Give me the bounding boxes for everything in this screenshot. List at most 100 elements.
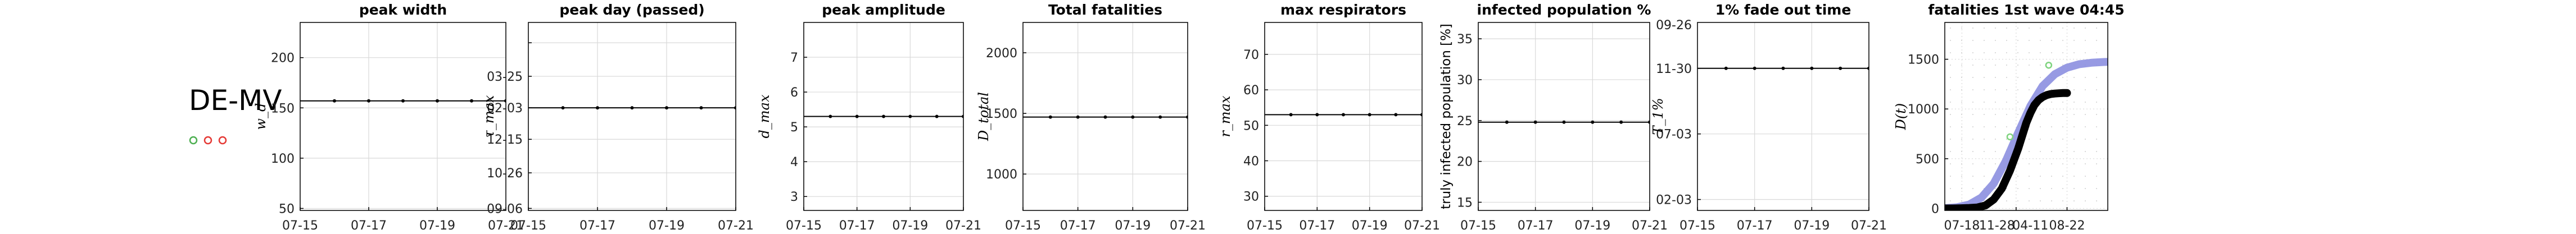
fatalities-first-wave-bg-dot xyxy=(2085,151,2086,152)
fatalities-first-wave-bg-dot xyxy=(2051,126,2052,127)
fatalities-first-wave-frame xyxy=(1944,22,2108,211)
fatalities-first-wave-bg-dot xyxy=(1961,151,1962,152)
peak-day-point xyxy=(561,106,565,110)
fatalities-first-wave-bg-dot xyxy=(2051,114,2052,115)
fatalities-first-wave-ytick-label: 1000 xyxy=(1908,103,1939,117)
fatalities-first-wave-bg-dot xyxy=(2029,163,2030,164)
fatalities-first-wave-bg-dot xyxy=(2029,188,2030,189)
fatalities-first-wave-bg-dot xyxy=(2017,114,2018,115)
peak-amplitude-ylabel: d_max xyxy=(757,94,772,138)
fatalities-first-wave-bg-dot xyxy=(2096,102,2097,103)
fatalities-first-wave-series xyxy=(1945,58,2108,210)
fatalities-first-wave-ytick-label: 500 xyxy=(1916,153,1939,167)
fatalities-first-wave-bg-dot xyxy=(2006,188,2007,189)
region-label: DE-MV xyxy=(189,84,282,117)
fatalities-first-wave-bg-dot xyxy=(1995,163,1996,164)
fatalities-first-wave-xtick-label: 04-11 xyxy=(2012,219,2048,233)
fatalities-first-wave-bg-dot xyxy=(1995,126,1996,127)
fatalities-first-wave-bg-dot xyxy=(1995,151,1996,152)
peak-day-chart: 09-06 10-26 12-15 02-03 03-25 07-15 07-17 07-19… xyxy=(481,2,754,233)
fatalities-first-wave-bg-dot xyxy=(2085,200,2086,201)
peak-day-plot-area xyxy=(528,22,736,210)
fatalities-first-wave-bg-dot xyxy=(1972,102,1973,103)
fatalities-first-wave-bg-dot xyxy=(1961,188,1962,189)
fatalities-first-wave-title: fatalities 1st wave 04:45 xyxy=(1928,2,2124,18)
fatalities-first-wave-bg-dot xyxy=(2006,89,2007,90)
fatalities-first-wave-bg-dot xyxy=(2062,163,2063,164)
fatalities-first-wave-bg-dot xyxy=(1995,89,1996,90)
peak-width-point xyxy=(436,99,439,103)
peak-width-ytick-label: 100 xyxy=(271,152,295,166)
fatalities-first-wave-bg-dot xyxy=(2006,102,2007,103)
fatalities-first-wave-bg-dot xyxy=(2085,176,2086,177)
fatalities-first-wave-bg-dot xyxy=(2029,139,2030,140)
fatalities-first-wave-bg-dot xyxy=(2017,27,2018,29)
peak-amplitude-frame xyxy=(803,22,964,211)
fatalities-first-wave-bg-dot xyxy=(1995,77,1996,78)
peak-day-xtick-label: 07-17 xyxy=(580,219,615,233)
peak-day-series xyxy=(528,106,736,110)
fatalities-first-wave-bg-dot xyxy=(2062,102,2063,103)
fatalities-first-wave-bg-dot xyxy=(2006,200,2007,201)
fatalities-first-wave-bg-dot xyxy=(2040,163,2041,164)
fatalities-first-wave-bg-dot xyxy=(2085,188,2086,189)
fatalities-first-wave-bg-dot xyxy=(2006,40,2007,41)
fatalities-first-wave-bg-dot xyxy=(1961,77,1962,78)
status-dot-red-1 xyxy=(203,136,212,145)
peak-day-xtick-label: 07-21 xyxy=(718,219,754,233)
fatalities-first-wave-bg-dot xyxy=(1972,89,1973,90)
fatalities-first-wave-bg-dot xyxy=(1950,114,1951,115)
fatalities-first-wave-bg-dot xyxy=(2051,163,2052,164)
fatalities-first-wave-bg-dot xyxy=(2051,40,2052,41)
peak-width-ylabel: w_d xyxy=(253,103,269,130)
fatalities-first-wave-bg-dot xyxy=(2017,188,2018,189)
total-fatalities-chart: 1000 1500 2000 07-15 07-17 07-19 07-21 Total fa… xyxy=(976,2,1206,233)
fatalities-first-wave-bg-dot xyxy=(1972,139,1973,140)
fatalities-first-wave-bg-dot xyxy=(2085,77,2086,78)
fatalities-first-wave-bg-dot xyxy=(1984,52,1985,53)
max-respirators-series xyxy=(1265,113,1422,117)
total-fatalities-ylabel: D_total xyxy=(976,92,992,141)
fatalities-first-wave-bg-dot xyxy=(1972,77,1973,78)
fatalities-first-wave-bg-dot xyxy=(1984,77,1985,78)
fatalities-first-wave-bg-dot xyxy=(2096,126,2097,127)
fatalities-first-wave-bg-dot xyxy=(2040,40,2041,41)
peak-amplitude-point xyxy=(829,114,832,118)
fatalities-first-wave-bg-dot xyxy=(2085,126,2086,127)
fatalities-first-wave-bg-dot xyxy=(2085,163,2086,164)
total-fatalities-xtick-label: 07-17 xyxy=(1060,219,1096,233)
peak-width-title: peak width xyxy=(359,2,447,18)
max-respirators-ytick-label: 40 xyxy=(1243,155,1259,169)
infected-population-ytick-label: 20 xyxy=(1457,155,1473,169)
fatalities-first-wave-bg-dot xyxy=(1961,176,1962,177)
fatalities-first-wave-bg-dot xyxy=(2051,176,2052,177)
fatalities-first-wave-bg-dot xyxy=(2029,151,2030,152)
fatalities-first-wave-bg-dot xyxy=(2051,200,2052,201)
peak-width-point xyxy=(333,99,336,103)
total-fatalities-xtick-label: 07-21 xyxy=(1170,219,1206,233)
fatalities-first-wave-xtick-label: 07-18 xyxy=(1944,219,1980,233)
fatalities-first-wave-bg-dot xyxy=(2029,77,2030,78)
fatalities-first-wave-bg-dot xyxy=(2017,176,2018,177)
infected-population-xtick-label: 07-19 xyxy=(1574,219,1610,233)
infected-population-series xyxy=(1478,120,1650,124)
fatalities-first-wave-bg-dot xyxy=(2040,126,2041,127)
fatalities-first-wave-bg-dot xyxy=(2051,188,2052,189)
fatalities-first-wave-bg-dot xyxy=(2085,27,2086,29)
fatalities-first-wave-bg-dot xyxy=(2096,89,2097,90)
fatalities-first-wave-bg-dot xyxy=(2074,188,2075,189)
fatalities-first-wave-bg-dot xyxy=(2006,114,2007,115)
fatalities-first-wave-bg-dot xyxy=(2040,200,2041,201)
fatalities-first-wave-bg-dot xyxy=(1972,163,1973,164)
fatalities-first-wave-bg-dot xyxy=(2085,139,2086,140)
fade-out-time-chart: 02-03 07-03 11-30 07-15 07-17 07-19 07-21 09-26… xyxy=(1650,2,1887,233)
fatalities-first-wave-bg-dot xyxy=(2040,139,2041,140)
peak-amplitude-chart: 3 4 5 6 7 07-15 07-17 07-19 07-21 peak amplitude d… xyxy=(757,2,981,233)
fatalities-first-wave-bg-dot xyxy=(1984,65,1985,66)
peak-width-ytick-label: 200 xyxy=(271,52,295,66)
fatalities-first-wave-bg-dot xyxy=(2062,27,2063,29)
status-dots xyxy=(189,136,227,145)
fatalities-first-wave-ytick-label: 0 xyxy=(1931,202,1939,216)
fatalities-first-wave-bg-dot xyxy=(1995,139,1996,140)
fatalities-first-wave-bg-dot xyxy=(1961,139,1962,140)
